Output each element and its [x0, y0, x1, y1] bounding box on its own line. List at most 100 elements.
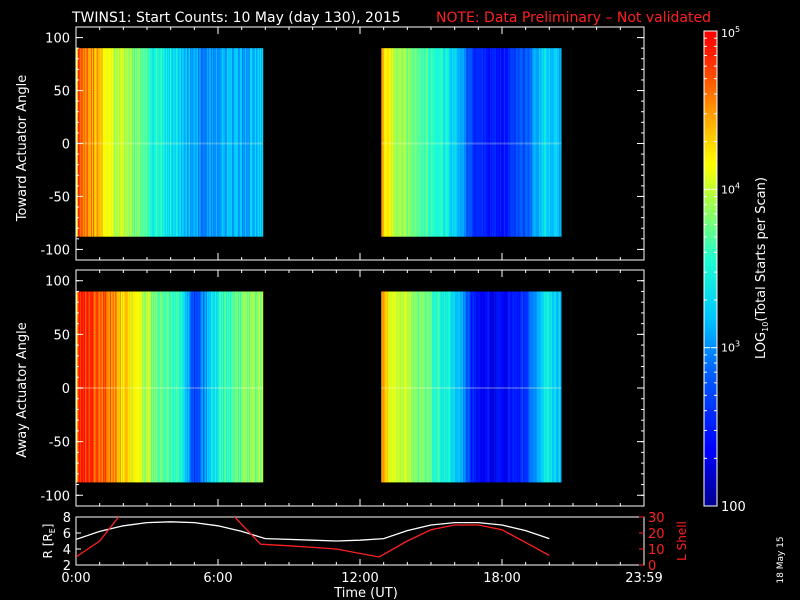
heatmap-column [406, 48, 408, 237]
heatmap-column [100, 48, 102, 237]
heatmap-column [120, 291, 122, 483]
heatmap-column [458, 48, 460, 237]
heatmap-column [462, 48, 464, 237]
heatmap-column [548, 48, 550, 237]
heatmap-column [407, 48, 409, 237]
heatmap-column [245, 291, 247, 483]
heatmap-column [523, 48, 525, 237]
heatmap-column [121, 48, 123, 237]
heatmap-column [252, 291, 254, 483]
heatmap-column [493, 291, 495, 483]
heatmap-column [250, 48, 252, 237]
heatmap-column [260, 48, 262, 237]
lshell-series-line [76, 517, 550, 558]
heatmap-column [185, 48, 187, 237]
heatmap-column [198, 291, 200, 483]
heatmap-column [409, 48, 411, 237]
heatmap-column [186, 48, 188, 237]
heatmap-column [91, 48, 93, 237]
heatmap-column [557, 291, 559, 483]
heatmap-column [258, 291, 260, 483]
heatmap-column [239, 48, 241, 237]
heatmap-column [176, 291, 178, 483]
heatmap-column [162, 48, 164, 237]
heatmap-column [122, 291, 124, 483]
heatmap-column [539, 48, 541, 237]
heatmap-column [152, 48, 154, 237]
heatmap-column [385, 291, 387, 483]
heatmap-column [182, 48, 184, 237]
heatmap-column [428, 291, 430, 483]
heatmap-column [426, 291, 428, 483]
heatmap-column [387, 291, 389, 483]
heatmap-column [496, 291, 498, 483]
heatmap-column [414, 291, 416, 483]
heatmap-column [226, 291, 228, 483]
heatmap-column [195, 291, 197, 483]
heatmap-column [102, 291, 104, 483]
heatmap-column [145, 48, 147, 237]
heatmap-column [550, 291, 552, 483]
x-tick-label: 0:00 [61, 571, 90, 586]
r-tick-label: 6 [63, 527, 71, 542]
heatmap-column [189, 48, 191, 237]
heatmap-column [476, 291, 478, 483]
heatmap-column [462, 291, 464, 483]
heatmap-column [131, 291, 133, 483]
heatmap-column [541, 291, 543, 483]
heatmap-column [507, 291, 509, 483]
heatmap-column [508, 291, 510, 483]
heatmap-column [180, 291, 182, 483]
heatmap-column [393, 291, 395, 483]
heatmap-column [209, 48, 211, 237]
heatmap-column [434, 48, 436, 237]
heatmap-column [94, 291, 96, 483]
heatmap-column [187, 48, 189, 237]
heatmap-column [479, 48, 481, 237]
heatmap-column [203, 48, 205, 237]
heatmap-column [254, 291, 256, 483]
heatmap-column [454, 291, 456, 483]
heatmap-column [145, 291, 147, 483]
heatmap-column [245, 48, 247, 237]
heatmap-column [212, 48, 214, 237]
heatmap-column [213, 291, 215, 483]
heatmap-column [217, 291, 219, 483]
heatmap-column [484, 291, 486, 483]
heatmap-column [528, 48, 530, 237]
heatmap-column [88, 291, 90, 483]
heatmap-column [425, 48, 427, 237]
heatmap-column [522, 291, 524, 483]
heatmap-column [470, 48, 472, 237]
heatmap-column [84, 291, 86, 483]
toward-panel: 100 50 0 -50 -100 [40, 26, 645, 261]
heatmap-column [494, 48, 496, 237]
heatmap-column [558, 291, 560, 483]
heatmap-column [165, 48, 167, 237]
heatmap-column [141, 291, 143, 483]
heatmap-column [521, 48, 523, 237]
heatmap-column [87, 48, 89, 237]
heatmap-column [549, 291, 551, 483]
heatmap-column [123, 48, 125, 237]
heatmap-column [120, 48, 122, 237]
heatmap-column [512, 48, 514, 237]
heatmap-column [152, 291, 154, 483]
heatmap-column [392, 48, 394, 237]
heatmap-column [491, 48, 493, 237]
heatmap-column [463, 48, 465, 237]
heatmap-column [239, 291, 241, 483]
heatmap-column [535, 291, 537, 483]
heatmap-column [544, 291, 546, 483]
heatmap-column [413, 48, 415, 237]
heatmap-column [211, 291, 213, 483]
heatmap-column [181, 48, 183, 237]
heatmap-column [177, 48, 179, 237]
heatmap-column [115, 291, 117, 483]
heatmap-column [464, 48, 466, 237]
heatmap-column [501, 48, 503, 237]
preliminary-note: NOTE: Data Preliminary – Not validated [436, 10, 711, 26]
heatmap-column [219, 291, 221, 483]
heatmap-column [409, 291, 411, 483]
heatmap-column [135, 291, 137, 483]
